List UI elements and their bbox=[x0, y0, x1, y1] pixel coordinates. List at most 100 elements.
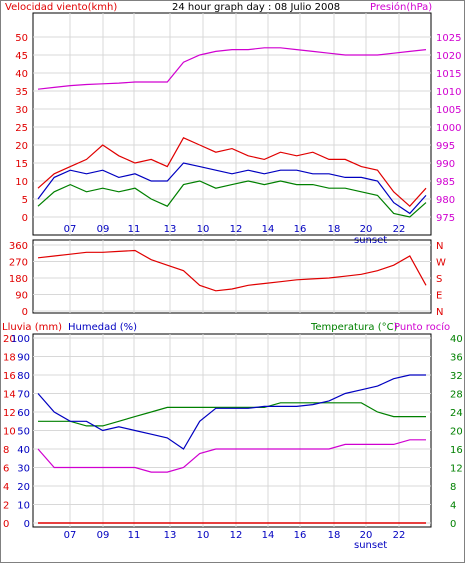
humidity-x-tick-label: 20 bbox=[360, 530, 373, 541]
wind-y-ticks: 0 5 10 15 20 25 30 35 40 45 50 bbox=[15, 33, 28, 224]
wind-x-tick-label: 18 bbox=[328, 224, 341, 235]
wind-x-tick-label: 20 bbox=[360, 224, 373, 235]
pressure-y-tick-label: 1015 bbox=[436, 69, 461, 80]
wind-gust-line bbox=[37, 137, 427, 208]
temperature-y-tick-label: 16 bbox=[450, 445, 463, 456]
temperature-y-tick-label: 32 bbox=[450, 371, 463, 382]
wind-y-tick-label: 20 bbox=[15, 141, 28, 152]
wind-x-tick-label: 16 bbox=[294, 224, 307, 235]
wind-y-tick-label: 50 bbox=[15, 33, 28, 44]
wind-x-tick-label: 09 bbox=[97, 224, 110, 235]
wind-y-tick-label: 35 bbox=[15, 87, 28, 98]
temperature-y-tick-label: 20 bbox=[450, 427, 463, 438]
humidity-y-tick-label: 80 bbox=[17, 371, 30, 382]
wind-axis-label: Velocidad viento(kmh) bbox=[5, 2, 117, 13]
direction-degree-ticks: 360 270 180 90 0 bbox=[9, 241, 28, 318]
rain-y-tick-label: 0 bbox=[3, 519, 9, 530]
humidity-y-ticks: 0 10 20 30 40 50 60 70 80 90 100 bbox=[11, 334, 30, 530]
pressure-y-tick-label: 995 bbox=[436, 141, 455, 152]
wind-x-tick-label: 10 bbox=[197, 224, 210, 235]
temperature-y-tick-label: 12 bbox=[450, 464, 463, 475]
rain-y-tick-label: 6 bbox=[3, 464, 9, 475]
wind-y-tick-label: 25 bbox=[15, 123, 28, 134]
pressure-line bbox=[37, 47, 427, 90]
humidity-y-tick-label: 70 bbox=[17, 390, 30, 401]
humidity-x-tick-label: 10 bbox=[197, 530, 210, 541]
rain-axis-label: Lluvia (mm) bbox=[2, 322, 62, 333]
graph-title: 24 hour graph day : 08 Julio 2008 bbox=[172, 2, 340, 13]
direction-degree-label: 360 bbox=[9, 241, 28, 252]
direction-degree-label: 90 bbox=[15, 291, 28, 302]
direction-compass-label: N bbox=[436, 307, 443, 318]
humidity-y-tick-label: 10 bbox=[17, 501, 30, 512]
temperature-y-tick-label: 4 bbox=[450, 501, 456, 512]
wind-y-tick-label: 45 bbox=[15, 51, 28, 62]
temperature-axis-label: Temperatura (°C) bbox=[310, 322, 398, 333]
wind-x-tick-label: 13 bbox=[164, 224, 177, 235]
direction-panel-frame bbox=[32, 239, 432, 314]
rain-y-tick-label: 4 bbox=[3, 482, 9, 493]
humidity-line bbox=[37, 374, 426, 450]
pressure-y-tick-label: 1025 bbox=[436, 33, 461, 44]
direction-degree-label: 180 bbox=[9, 274, 28, 285]
direction-degree-label: 0 bbox=[22, 307, 28, 318]
humidity-axis-label: Humedad (%) bbox=[68, 322, 137, 333]
wind-direction-line bbox=[37, 249, 427, 292]
direction-compass-label: W bbox=[436, 258, 446, 269]
pressure-axis-label: Presión(hPa) bbox=[370, 1, 432, 13]
rain-y-tick-label: 14 bbox=[3, 390, 16, 401]
wind-average-line bbox=[37, 162, 427, 215]
direction-compass-label: N bbox=[436, 241, 443, 252]
temperature-y-tick-label: 40 bbox=[450, 334, 463, 345]
rain-y-tick-label: 16 bbox=[3, 371, 16, 382]
pressure-y-tick-label: 1005 bbox=[436, 105, 461, 116]
rain-y-tick-label: 2 bbox=[3, 501, 9, 512]
pressure-y-tick-label: 1020 bbox=[436, 51, 461, 62]
dewpoint-axis-label: Punto rocío bbox=[394, 321, 450, 333]
wind-x-ticks: 07 09 11 13 10 12 14 16 18 20 22 bbox=[64, 224, 406, 235]
direction-compass-label: E bbox=[436, 291, 442, 302]
rain-y-ticks: 0 2 4 6 8 10 12 14 16 18 20 bbox=[3, 334, 16, 530]
wind-y-tick-label: 30 bbox=[15, 105, 28, 116]
rain-y-tick-label: 12 bbox=[3, 408, 16, 419]
temperature-y-ticks: 0 4 8 12 16 20 24 28 32 36 40 bbox=[450, 334, 463, 530]
pressure-y-tick-label: 1010 bbox=[436, 87, 461, 98]
rain-y-tick-label: 20 bbox=[3, 334, 16, 345]
rain-y-tick-label: 10 bbox=[3, 427, 16, 438]
temperature-y-tick-label: 24 bbox=[450, 408, 463, 419]
pressure-y-tick-label: 1000 bbox=[436, 123, 461, 134]
humidity-x-tick-label: 07 bbox=[64, 530, 77, 541]
wind-y-tick-label: 5 bbox=[22, 195, 28, 206]
wind-y-tick-label: 40 bbox=[15, 69, 28, 80]
sunset-label-bottom: sunset bbox=[354, 540, 387, 551]
humidity-x-tick-label: 14 bbox=[262, 530, 275, 541]
wind-y-tick-label: 15 bbox=[15, 159, 28, 170]
temperature-line bbox=[38, 402, 426, 427]
direction-compass-label: S bbox=[436, 274, 442, 285]
wind-panel-grid bbox=[33, 13, 431, 235]
humidity-y-tick-label: 50 bbox=[17, 427, 30, 438]
wind-y-tick-label: 10 bbox=[15, 177, 28, 188]
humidity-x-tick-label: 12 bbox=[230, 530, 243, 541]
humidity-y-tick-label: 100 bbox=[11, 334, 30, 345]
humidity-y-tick-label: 90 bbox=[17, 353, 30, 364]
wind-x-tick-label: 12 bbox=[230, 224, 243, 235]
humidity-y-tick-label: 20 bbox=[17, 482, 30, 493]
wind-x-tick-label: 14 bbox=[262, 224, 275, 235]
humidity-x-ticks: 07 09 11 13 10 12 14 16 18 20 22 bbox=[64, 530, 406, 541]
dewpoint-line bbox=[37, 439, 426, 473]
pressure-y-tick-label: 980 bbox=[436, 195, 455, 206]
humidity-y-tick-label: 0 bbox=[24, 519, 30, 530]
wind-y-tick-label: 0 bbox=[22, 213, 28, 224]
temperature-y-tick-label: 28 bbox=[450, 390, 463, 401]
humidity-panel-grid bbox=[33, 334, 431, 527]
direction-degree-label: 270 bbox=[9, 258, 28, 269]
pressure-y-tick-label: 990 bbox=[436, 159, 455, 170]
direction-panel-grid bbox=[33, 240, 431, 313]
humidity-y-tick-label: 60 bbox=[17, 408, 30, 419]
rain-y-tick-label: 8 bbox=[3, 445, 9, 456]
humidity-y-tick-label: 40 bbox=[17, 445, 30, 456]
